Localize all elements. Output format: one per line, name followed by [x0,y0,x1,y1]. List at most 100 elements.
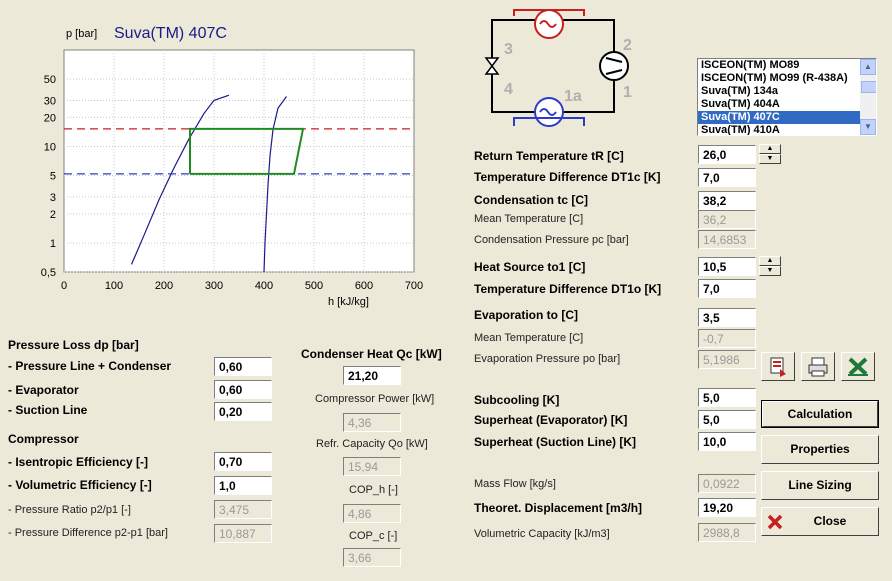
evaporator-loss-input[interactable]: 0,60 [214,380,272,399]
point-label-1a: 1a [564,88,582,105]
x-tick-label: 300 [205,280,223,292]
displacement-input[interactable]: 19,20 [698,498,756,517]
line-sizing-button[interactable]: Line Sizing [761,471,879,500]
cop-c-label: COP_c [-] [349,530,398,542]
point-label-1: 1 [623,84,632,101]
x-tick-label: 500 [305,280,323,292]
suction-line-loss-input[interactable]: 0,20 [214,402,272,421]
y-tick-label: 1 [50,238,56,250]
close-icon [767,514,783,530]
series-line-0 [130,94,230,265]
volumetric-capacity-label: Volumetric Capacity [kJ/m3] [474,528,610,540]
heat-source-input[interactable]: 10,5 [698,257,756,276]
subcooling-label: Subcooling [K] [474,393,560,407]
expansion-valve-icon [484,57,500,75]
displacement-label: Theoret. Displacement [m3/h] [474,501,643,515]
superheat-evaporator-label: Superheat (Evaporator) [K] [474,413,628,427]
condensation-pressure-field: 14,6853 [698,230,756,249]
dt1o-input[interactable]: 7,0 [698,279,756,298]
spin-down-icon[interactable]: ▼ [759,266,781,276]
plot-area [63,49,415,273]
point-label-3: 3 [504,41,513,58]
heat-source-label: Heat Source to1 [C] [474,260,586,274]
list-item[interactable]: Suva(TM) 134a [701,85,779,97]
return-temperature-label: Return Temperature tR [C] [474,149,624,163]
scroll-down-icon[interactable]: ▼ [860,119,876,135]
x-tick-label: 700 [405,280,423,292]
export-button[interactable] [761,352,795,381]
condensation-pressure-label: Condensation Pressure pc [bar] [474,234,629,246]
return-temperature-spinner[interactable]: ▲ ▼ [759,144,781,165]
y-tick-label: 0,5 [41,267,56,279]
cycle-diagram: 3 4 2 1a 1 [484,9,632,127]
dt1o-label: Temperature Difference DT1o [K] [474,282,662,296]
suction-line-loss-label: - Suction Line [8,403,88,417]
spin-up-icon[interactable]: ▲ [759,256,781,266]
close-label: Close [813,514,847,528]
y-tick-label: 50 [44,74,56,86]
y-tick-label: 20 [44,112,56,124]
isentropic-efficiency-input[interactable]: 0,70 [214,452,272,471]
return-temperature-input[interactable]: 26,0 [698,145,756,164]
subcooling-input[interactable]: 5,0 [698,388,756,407]
volumetric-capacity-field: 2988,8 [698,523,756,542]
refrigerant-list[interactable]: ISCEON(TM) MO89 ISCEON(TM) MO99 (R-438A)… [697,58,877,136]
pressure-line-condenser-input[interactable]: 0,60 [214,357,272,376]
heat-source-spinner[interactable]: ▲ ▼ [759,256,781,277]
list-item[interactable]: Suva(TM) 404A [701,98,780,110]
list-item[interactable]: Suva(TM) 410A [701,124,780,136]
list-item-selected[interactable]: Suva(TM) 407C [698,111,861,124]
y-tick-label: 10 [44,141,56,153]
pressure-difference-label: - Pressure Difference p2-p1 [bar] [8,527,168,539]
pressure-line-condenser-label: - Pressure Line + Condenser [8,359,172,373]
y-tick-label: 3 [50,192,56,204]
volumetric-efficiency-input[interactable]: 1,0 [214,476,272,495]
print-button[interactable] [801,352,835,381]
scroll-up-icon[interactable]: ▲ [860,59,876,75]
cop-h-label: COP_h [-] [349,484,398,496]
mean-temp-evaporator-field: -0,7 [698,329,756,348]
cop-h-field: 4,86 [343,504,401,523]
refr-capacity-field: 15,94 [343,457,401,476]
mean-temp-condenser-label: Mean Temperature [C] [474,213,584,225]
condensation-temp-label: Condensation tc [C] [474,193,588,207]
superheat-evaporator-input[interactable]: 5,0 [698,410,756,429]
pressure-difference-field: 10,887 [214,524,272,543]
evaporation-pressure-field: 5,1986 [698,350,756,369]
condenser-heat-input[interactable]: 21,20 [343,366,401,385]
condenser-heat-label: Condenser Heat Qc [kW] [301,347,442,361]
x-tick-label: 200 [155,280,173,292]
spin-up-icon[interactable]: ▲ [759,144,781,154]
list-scrollbar[interactable]: ▲ ▼ [860,59,876,135]
mass-flow-field: 0,0922 [698,474,756,493]
evaporation-temp-input[interactable]: 3,5 [698,308,756,327]
list-item[interactable]: ISCEON(TM) MO99 (R-438A) [701,72,848,84]
compressor-power-label: Compressor Power [kW] [315,393,435,405]
x-tick-label: 100 [105,280,123,292]
dt1c-input[interactable]: 7,0 [698,168,756,187]
excel-icon [848,357,868,376]
calculation-button[interactable]: Calculation [761,400,879,428]
cop-c-field: 3,66 [343,548,401,567]
dt1c-label: Temperature Difference DT1c [K] [474,170,661,184]
refr-capacity-label: Refr. Capacity Qo [kW] [316,438,428,450]
scroll-thumb[interactable] [861,81,876,93]
excel-button[interactable] [841,352,875,381]
series-line-1 [263,96,287,273]
chart-title: Suva(TM) 407C [114,25,227,42]
isentropic-efficiency-label: - Isentropic Efficiency [-] [8,455,149,469]
superheat-suction-input[interactable]: 10,0 [698,432,756,451]
list-item[interactable]: ISCEON(TM) MO89 [701,59,800,71]
superheat-suction-label: Superheat (Suction Line) [K] [474,435,636,449]
y-tick-label: 2 [50,209,56,221]
volumetric-efficiency-label: - Volumetric Efficiency [-] [8,478,152,492]
pressure-loss-heading: Pressure Loss dp [bar] [8,338,139,352]
point-label-4: 4 [504,81,513,98]
mean-temp-evaporator-label: Mean Temperature [C] [474,332,584,344]
pressure-ratio-field: 3,475 [214,500,272,519]
x-tick-label: 0 [61,280,67,292]
properties-button[interactable]: Properties [761,435,879,464]
spin-down-icon[interactable]: ▼ [759,154,781,164]
close-button[interactable]: Close [761,507,879,536]
condensation-temp-input[interactable]: 38,2 [698,191,756,210]
